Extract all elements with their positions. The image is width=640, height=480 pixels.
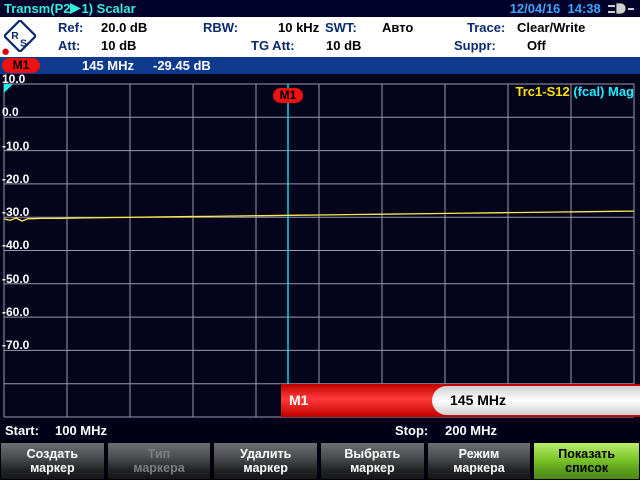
- svg-text:R: R: [11, 31, 19, 42]
- svg-text:S: S: [20, 38, 27, 49]
